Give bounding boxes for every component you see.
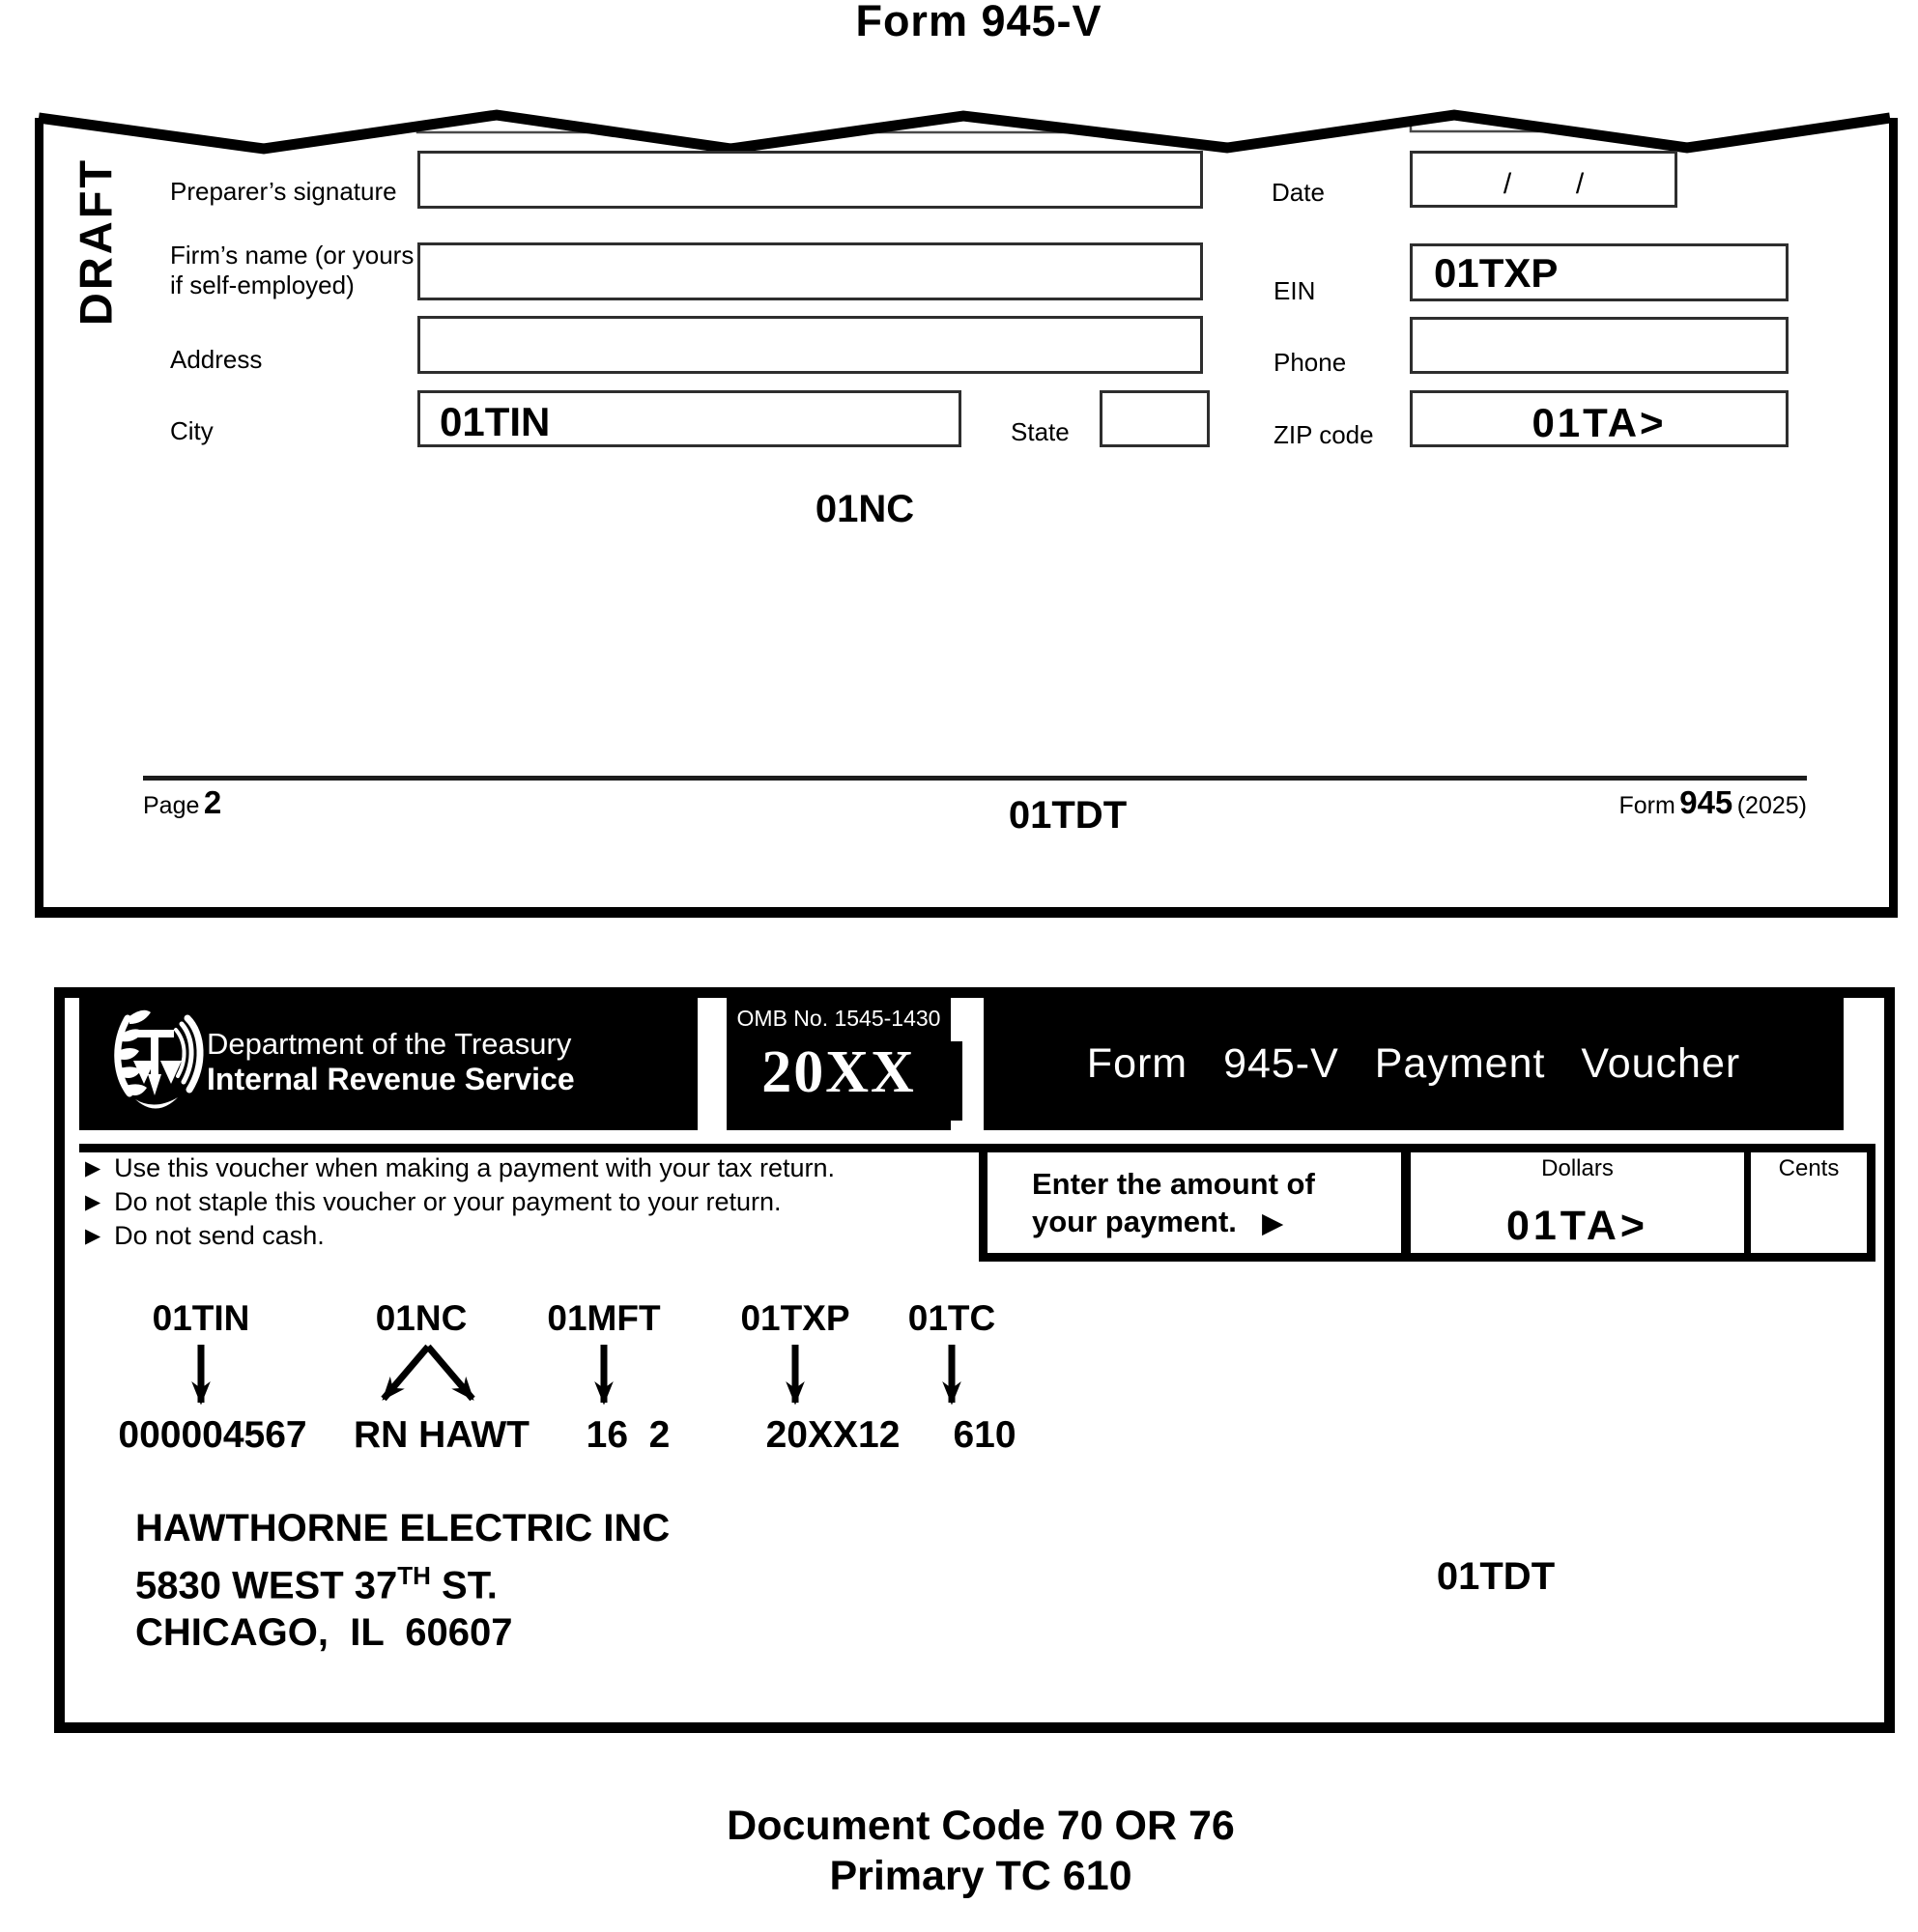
tdt-code-top: 01TDT <box>1008 794 1128 837</box>
instruction-line: ▶ Do not staple this voucher or your paym… <box>85 1189 782 1215</box>
agency-line1: Department of the Treasury <box>207 1027 572 1061</box>
torn-edge-zigzag <box>38 85 1891 155</box>
voucher-box <box>54 987 1895 1733</box>
date-field[interactable]: / / <box>1410 151 1677 208</box>
field-tag-01txp: 01TXP <box>740 1298 850 1338</box>
header-rule <box>79 1144 983 1152</box>
draft-watermark: DRAFT <box>70 156 122 327</box>
page-indicator: Page 2 <box>143 784 221 821</box>
phone-label: Phone <box>1274 348 1347 377</box>
city-field[interactable]: 01TIN <box>417 390 961 447</box>
agency-line2: Internal Revenue Service <box>207 1062 575 1096</box>
payee-street: 5830 WEST 37TH ST. <box>135 1561 498 1607</box>
prompt-arrow-icon: ▶ <box>1262 1208 1283 1237</box>
field-value-mft: 16 2 <box>586 1414 671 1456</box>
instruction-text-3: Do not send cash. <box>114 1221 325 1250</box>
treasury-header-block: Department of the Treasury Internal Reve… <box>79 998 698 1130</box>
primary-tc-note: Primary TC 610 <box>829 1853 1132 1899</box>
torn-edge-mask <box>39 85 1890 149</box>
form-number-footer: Form 945 (2025) <box>1618 784 1807 821</box>
field-value-nc: RN HAWT <box>354 1414 530 1456</box>
omb-block-tab <box>951 1041 962 1121</box>
zip-field[interactable]: 01TA> <box>1410 390 1789 447</box>
document-code-note: Document Code 70 OR 76 <box>727 1803 1235 1849</box>
instruction-line: ▶ Do not send cash. <box>85 1223 325 1249</box>
field-value-txp: 20XX12 <box>765 1414 901 1456</box>
tax-year: 20XX <box>761 1039 916 1105</box>
payee-city-line: CHICAGO, IL 60607 <box>135 1611 513 1655</box>
form-number: 945 <box>1679 784 1733 820</box>
cents-label: Cents <box>1778 1155 1840 1181</box>
field-mapping-arrows <box>191 1344 961 1406</box>
address-field[interactable] <box>417 316 1203 374</box>
ein-value: 01TXP <box>1434 250 1559 296</box>
field-value-tin: 000004567 <box>118 1414 307 1456</box>
voucher-title: Form 945-V Payment Voucher <box>1086 1040 1741 1087</box>
state-field[interactable] <box>1100 390 1210 447</box>
field-tag-01nc: 01NC <box>375 1298 468 1338</box>
phone-field[interactable] <box>1410 317 1789 374</box>
payment-amount-box: Enter the amount of your payment. ▶ Doll… <box>979 1144 1875 1262</box>
bullet-arrow-icon: ▶ <box>85 1225 101 1247</box>
nc-code: 01NC <box>815 488 915 530</box>
omb-year-block: OMB No. 1545-1430 20XX <box>727 998 951 1130</box>
instruction-text-2: Do not staple this voucher or your payme… <box>114 1187 782 1216</box>
amount-prompt-cell: Enter the amount of your payment. ▶ <box>988 1152 1411 1253</box>
cents-cell[interactable]: Cents <box>1751 1152 1867 1253</box>
amount-value: 01TA> <box>1505 1203 1649 1249</box>
voucher-title-block: Form 945-V Payment Voucher <box>984 998 1844 1130</box>
city-value: 01TIN <box>440 399 551 444</box>
page-number: 2 <box>203 784 222 820</box>
irs-eagle-icon <box>114 1009 204 1109</box>
firm-name-field[interactable] <box>417 242 1203 300</box>
form-label: Form <box>1618 792 1675 819</box>
city-label: City <box>170 416 214 445</box>
amount-prompt-line1: Enter the amount of <box>1032 1167 1315 1201</box>
state-label: State <box>1011 417 1070 446</box>
firm-name-label-line2: if self-employed) <box>170 270 355 299</box>
payee-address-block: HAWTHORNE ELECTRIC INC 5830 WEST 37TH ST… <box>135 1505 670 1657</box>
field-tag-01tin: 01TIN <box>152 1298 250 1338</box>
instruction-line: ▶ Use this voucher when making a payment … <box>85 1155 835 1181</box>
torn-edge-line <box>38 109 1891 155</box>
arrow-01nc-right <box>425 1344 475 1402</box>
omb-number: OMB No. 1545-1430 <box>736 1006 941 1031</box>
payee-name: HAWTHORNE ELECTRIC INC <box>135 1507 671 1549</box>
field-tag-01tc: 01TC <box>907 1298 996 1338</box>
tdt-code-voucher: 01TDT <box>1436 1555 1556 1598</box>
date-label: Date <box>1272 178 1325 207</box>
preparer-signature-field[interactable] <box>417 151 1203 209</box>
arrow-01nc-left <box>381 1344 431 1402</box>
form-year: (2025) <box>1736 792 1807 819</box>
bullet-arrow-icon: ▶ <box>85 1157 101 1179</box>
ein-label: EIN <box>1274 276 1316 305</box>
dollars-label: Dollars <box>1541 1155 1614 1181</box>
street-ordinal-sup: TH <box>397 1561 431 1590</box>
page-title: Form 945-V <box>855 0 1102 45</box>
field-value-tc: 610 <box>953 1414 1016 1456</box>
address-label: Address <box>170 345 263 374</box>
preparer-signature-label: Preparer’s signature <box>170 177 397 206</box>
zip-value: 01TA> <box>1532 400 1667 445</box>
field-tag-01mft: 01MFT <box>547 1298 661 1338</box>
page-label: Page <box>143 792 200 819</box>
dollars-cell[interactable]: Dollars 01TA> <box>1411 1152 1751 1253</box>
bullet-arrow-icon: ▶ <box>85 1191 101 1213</box>
footer-rule <box>143 776 1807 781</box>
agency-name: Department of the Treasury Internal Reve… <box>207 1027 575 1097</box>
zip-label: ZIP code <box>1274 420 1374 449</box>
preparer-section-box <box>35 118 1898 918</box>
amount-prompt-line2: your payment. ▶ <box>1032 1205 1283 1238</box>
firm-name-label-line1: Firm’s name (or yours <box>170 241 415 270</box>
instruction-text-1: Use this voucher when making a payment w… <box>114 1153 836 1182</box>
ein-field[interactable]: 01TXP <box>1410 243 1789 301</box>
firm-name-label: Firm’s name (or yours if self-employed) <box>170 241 414 300</box>
